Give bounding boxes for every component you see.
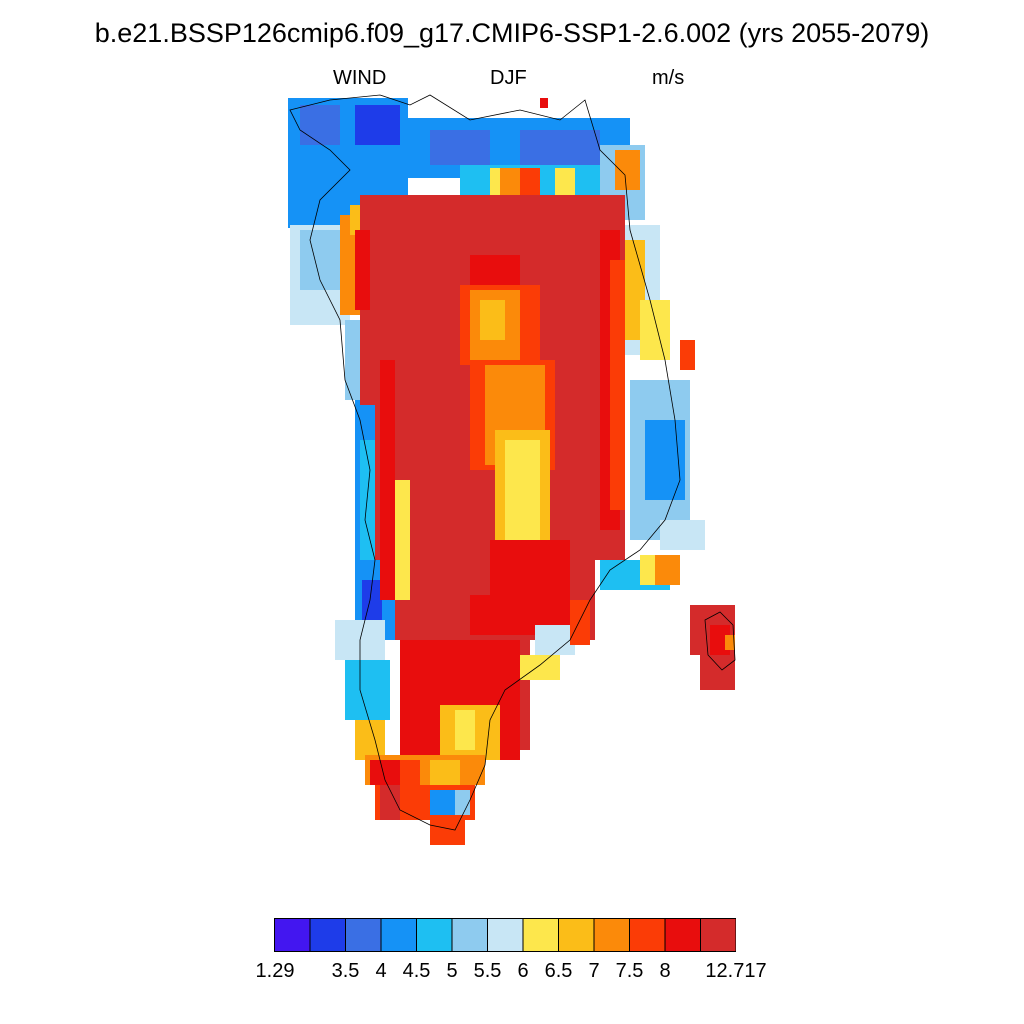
colorbar-swatch-8: [558, 918, 595, 952]
colorbar-tick-label: 5: [446, 960, 458, 982]
grid-cell: [300, 230, 340, 290]
colorbar-swatch-0: [274, 918, 311, 952]
colorbar-tick-label: 8: [659, 960, 671, 982]
grid-cell: [610, 260, 625, 510]
grid-cell: [725, 635, 735, 650]
colorbar-swatch-6: [487, 918, 524, 952]
colorbar-swatch-1: [309, 918, 346, 952]
season-label: DJF: [490, 67, 527, 89]
grid-cell: [660, 520, 705, 550]
colorbar-tick-label: 7.5: [615, 960, 644, 982]
grid-cell: [480, 300, 505, 340]
colorbar-tick-label: 7: [588, 960, 600, 982]
grid-cell: [355, 105, 400, 145]
grid-cell: [570, 600, 590, 645]
grid-cell: [700, 650, 735, 690]
grid-cell: [520, 655, 560, 680]
colorbar-tick-label: 4: [375, 960, 387, 982]
grid-cell: [470, 255, 520, 285]
colorbar-tick-label: 4.5: [402, 960, 431, 982]
colorbar-tick-label: 3.5: [331, 960, 360, 982]
variable-label: WIND: [333, 67, 387, 89]
grid-cell: [680, 340, 695, 370]
colorbar-swatch-3: [380, 918, 417, 952]
colorbar-tick-label: 6.5: [544, 960, 573, 982]
colorbar: [274, 918, 736, 952]
grid-cell: [430, 815, 465, 845]
island-coastline: [704, 611, 736, 671]
colorbar-swatch-10: [629, 918, 666, 952]
colorbar-swatch-9: [593, 918, 630, 952]
grid-cell: [640, 300, 670, 360]
colorbar-swatch-4: [416, 918, 453, 952]
grid-cell: [355, 720, 385, 760]
grid-cell: [400, 760, 420, 785]
grid-cell: [540, 98, 548, 108]
grid-cell: [455, 710, 475, 750]
grid-cell: [430, 130, 490, 165]
colorbar-swatch-11: [664, 918, 701, 952]
grid-cell: [345, 660, 390, 720]
colorbar-tick-label: 5.5: [473, 960, 502, 982]
grid-cell: [355, 230, 370, 310]
grid-cell: [535, 625, 575, 655]
colorbar-swatch-5: [451, 918, 488, 952]
grid-cell: [300, 105, 340, 145]
units-label: m/s: [652, 67, 685, 89]
coastline: [289, 94, 681, 831]
grid-cell: [455, 790, 470, 815]
colorbar-tick-label: 6: [517, 960, 529, 982]
grid-cell: [645, 420, 685, 500]
grid-cell: [615, 150, 640, 190]
grid-cell: [490, 540, 570, 600]
colorbar-swatch-7: [522, 918, 559, 952]
grid-cell: [380, 785, 400, 820]
grid-cell: [520, 130, 600, 165]
colorbar-swatch-2: [345, 918, 382, 952]
grid-cell: [430, 790, 455, 815]
grid-cell: [655, 555, 680, 585]
grid-cell: [430, 760, 460, 785]
colorbar-tick-label: 1.29: [255, 960, 295, 982]
grid-cell: [362, 580, 382, 620]
grid-cell: [370, 760, 400, 785]
colorbar-swatch-12: [700, 918, 736, 952]
grid-cell: [520, 168, 540, 196]
grid-cell: [505, 440, 540, 550]
grid-cell: [395, 480, 410, 600]
grid-cell: [555, 168, 575, 196]
colorbar-tick-label: 12.717: [705, 960, 767, 982]
plot-title: b.e21.BSSP126cmip6.f09_g17.CMIP6-SSP1-2.…: [94, 18, 930, 48]
grid-cell: [380, 360, 395, 600]
